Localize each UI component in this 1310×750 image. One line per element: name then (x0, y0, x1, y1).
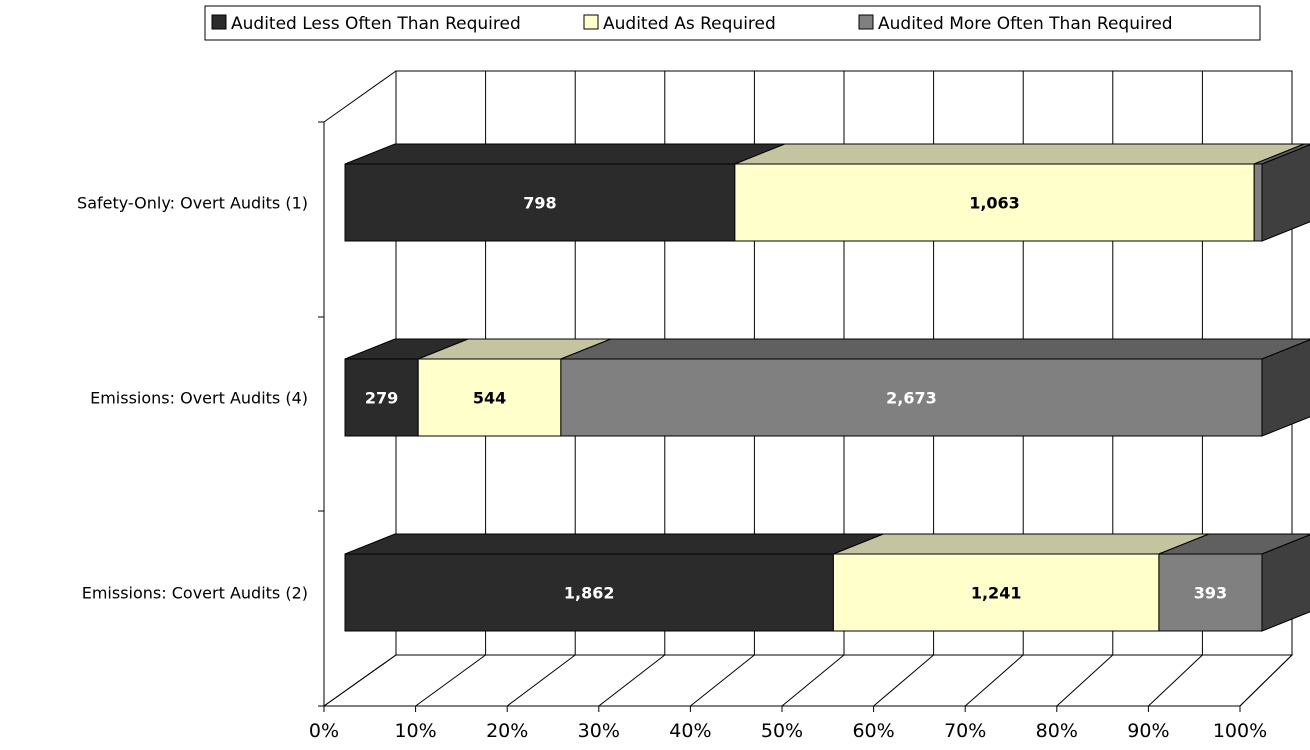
bar-side (1261, 339, 1310, 437)
data-label: 544 (473, 389, 506, 408)
bar-segment (1158, 553, 1263, 632)
bar-row: 1,862 1,241 393 (344, 533, 1310, 632)
legend-label: Audited Less Often Than Required (231, 14, 521, 34)
floor-gridline (598, 654, 666, 707)
category-labels: Safety-Only: Overt Audits (1) Emissions: … (77, 194, 308, 603)
data-label: 1,241 (971, 584, 1022, 603)
bar-side (1261, 144, 1310, 242)
x-tick-label: 80% (1036, 720, 1078, 742)
bar-segment (560, 358, 1263, 437)
floor-gridline (873, 654, 934, 707)
bar-segment (734, 163, 1255, 242)
data-label: 279 (365, 389, 398, 408)
bar-segment-top (734, 143, 1305, 165)
bar-segment (417, 358, 562, 437)
x-tick-label: 90% (1127, 720, 1169, 742)
floor-gridline (1056, 654, 1114, 707)
bar-row: 279 544 2,673 (344, 338, 1310, 437)
floor-gridline (415, 654, 486, 707)
x-axis-tick-labels: 0% 10% 20% 30% 40% 50% 60% 70% 80% 90% 100% (309, 720, 1267, 742)
bar-side (1261, 534, 1310, 632)
category-label: Emissions: Covert Audits (2) (82, 584, 308, 603)
data-label: 798 (523, 194, 556, 213)
x-tick-label: 100% (1213, 720, 1267, 742)
legend-swatch (211, 14, 227, 30)
legend-swatch (858, 14, 874, 30)
x-tick-label: 30% (578, 720, 620, 742)
legend-label: Audited As Required (603, 14, 776, 34)
legend-label: Audited More Often Than Required (878, 14, 1173, 34)
bar-row: 798 1,063 16 (344, 103, 1310, 242)
x-tick-label: 20% (486, 720, 528, 742)
floor-gridline (781, 654, 845, 707)
floor-gridline (1239, 654, 1293, 707)
legend-item: Audited As Required (583, 14, 776, 34)
category-label: Emissions: Overt Audits (4) (90, 389, 308, 408)
floor-gridline (506, 654, 576, 707)
legend-item: Audited More Often Than Required (858, 14, 1173, 34)
data-label: 2,673 (886, 389, 937, 408)
bar-segment-top (560, 338, 1310, 360)
x-tick-label: 0% (309, 720, 339, 742)
x-tick-label: 60% (852, 720, 894, 742)
bars: 798 1,063 16 279 544 2,673 1,862 1,241 393 (344, 103, 1310, 632)
x-tick-label: 40% (669, 720, 711, 742)
data-label: 1,862 (564, 584, 615, 603)
floor (322, 654, 1294, 707)
bar-segment (832, 553, 1160, 632)
bar-segment (344, 358, 419, 437)
legend-item: Audited Less Often Than Required (211, 14, 521, 34)
floor-lines (323, 654, 1293, 712)
data-label: 16 (1309, 103, 1310, 122)
bar-segment-top (833, 533, 1210, 555)
legend-swatch (583, 14, 599, 30)
data-label: 393 (1194, 584, 1227, 603)
side-wall-top (323, 70, 397, 123)
category-label: Safety-Only: Overt Audits (1) (77, 194, 308, 213)
x-tick-label: 50% (761, 720, 803, 742)
floor-gridline (323, 654, 397, 707)
bar-segment-top (344, 143, 786, 165)
x-tick-label: 70% (944, 720, 986, 742)
category-ticks (318, 121, 324, 707)
x-tick-label: 10% (394, 720, 436, 742)
floor-gridline (1148, 654, 1203, 707)
bar-segment (344, 553, 834, 632)
bar-segment-top (344, 533, 884, 555)
legend-box (204, 5, 1261, 41)
bar-segment (1253, 163, 1263, 242)
data-label: 1,063 (969, 194, 1020, 213)
bar-segment (344, 163, 736, 242)
floor-gridline (964, 654, 1024, 707)
legend: Audited Less Often Than Required Audited … (204, 5, 1261, 41)
floor-gridline (690, 654, 755, 707)
